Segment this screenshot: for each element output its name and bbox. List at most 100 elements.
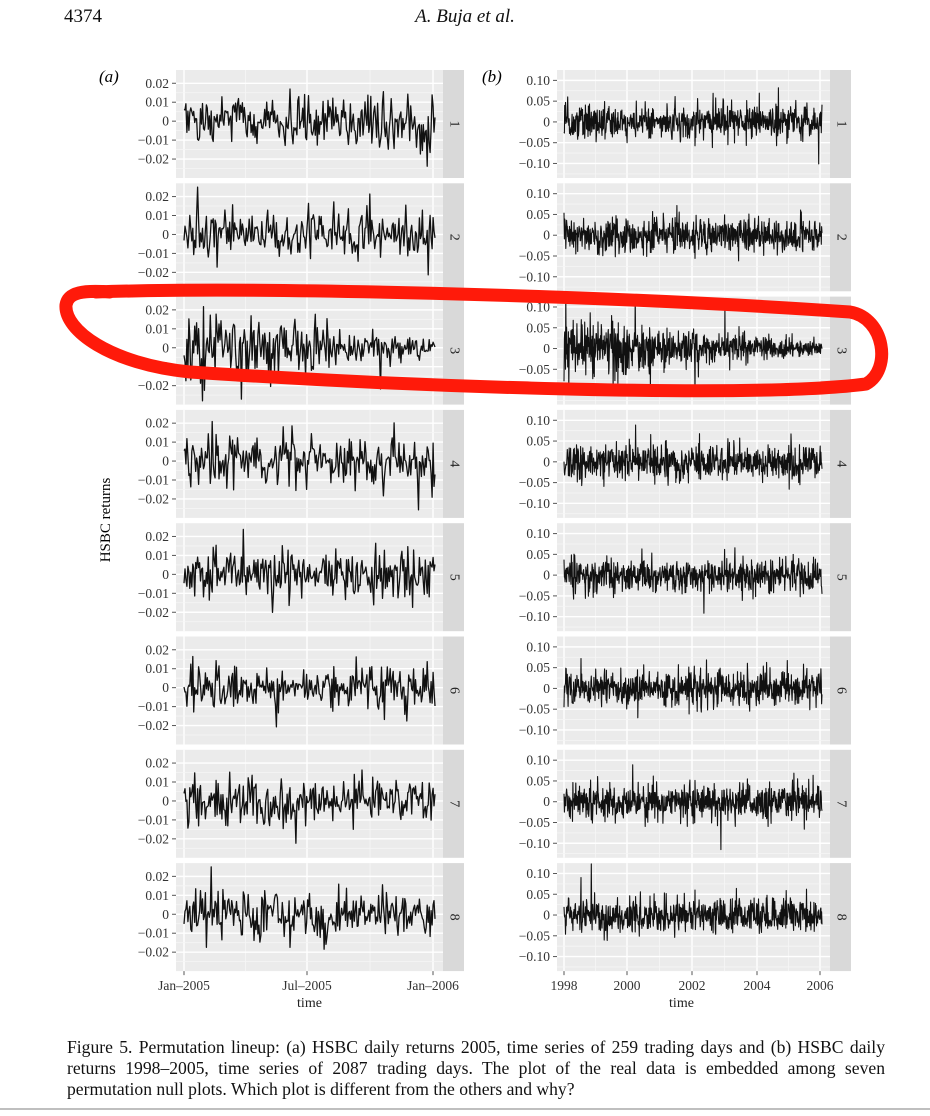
y-tick-label: −0.02 xyxy=(138,491,169,506)
figure: (a) 0.02 0.01 0 −0.01 −0.02 1 0.02 0.01 0 −0.01 −0.… xyxy=(59,67,889,1011)
facet-strip-label: 2 xyxy=(446,234,461,241)
y-tick-label: 0.10 xyxy=(526,866,550,881)
y-tick-label: −0.02 xyxy=(138,152,169,167)
facet-strip xyxy=(830,296,851,405)
y-tick-label: 0.10 xyxy=(526,299,550,314)
series-line xyxy=(563,424,823,490)
y-tick-label: 0 xyxy=(162,454,169,469)
y-tick-label: −0.02 xyxy=(138,718,169,733)
y-tick-label: −0.05 xyxy=(519,588,550,603)
y-tick-label: 0 xyxy=(162,793,169,808)
series-line xyxy=(563,658,823,719)
facet-b-4: 0.10 0.05 0 −0.05 −0.10 4 xyxy=(519,409,851,518)
facet-strip xyxy=(443,523,464,632)
y-tick-label: −0.02 xyxy=(138,605,169,620)
facet-strip xyxy=(830,523,851,632)
y-tick-label: 0.02 xyxy=(145,302,169,317)
y-tick-label: 0 xyxy=(543,341,550,356)
y-tick-label: 0.05 xyxy=(526,660,550,675)
y-tick-label: 0 xyxy=(543,454,550,469)
facet-strip xyxy=(830,409,851,518)
facet-strip-label: 7 xyxy=(833,800,848,807)
page-number: 4374 xyxy=(64,6,102,27)
facet-strip xyxy=(443,863,464,972)
y-tick-label: −0.05 xyxy=(519,815,550,830)
facet-strip-label: 5 xyxy=(446,574,461,581)
facet-strip-label: 4 xyxy=(833,460,848,467)
y-tick-label: −0.10 xyxy=(519,496,550,511)
facet-b-2: 0.10 0.05 0 −0.05 −0.10 2 xyxy=(519,183,851,292)
x-axis-a: Jan–2005 Jul–2005 Jan–2006 time xyxy=(158,971,459,1011)
facet-strip-label: 2 xyxy=(833,234,848,241)
y-tick-label: −0.02 xyxy=(138,831,169,846)
facet-strip-label: 5 xyxy=(833,574,848,581)
y-tick-label: 0.05 xyxy=(526,887,550,902)
y-tick-label: −0.01 xyxy=(138,926,169,941)
y-tick-label: −0.05 xyxy=(519,248,550,263)
facet-b-7: 0.10 0.05 0 −0.05 −0.10 7 xyxy=(519,749,851,858)
x-tick-label: 1998 xyxy=(551,978,578,993)
y-tick-label: 0.01 xyxy=(145,435,169,450)
x-axis-b: 1998 2000 2002 2004 2006 time xyxy=(551,971,834,1011)
y-tick-label: −0.01 xyxy=(138,473,169,488)
y-tick-label: −0.01 xyxy=(138,246,169,261)
series-line xyxy=(563,863,823,942)
facet-a-2: 0.02 0.01 0 −0.01 −0.02 2 xyxy=(138,183,464,292)
y-tick-label: −0.01 xyxy=(138,586,169,601)
series-line xyxy=(183,655,436,728)
panel-label-a: (a) xyxy=(99,67,119,86)
y-tick-label: −0.02 xyxy=(138,265,169,280)
y-tick-label: −0.10 xyxy=(519,949,550,964)
facet-strip xyxy=(830,863,851,972)
y-tick-label: −0.05 xyxy=(519,928,550,943)
facet-strip-label: 4 xyxy=(446,460,461,467)
y-tick-label: 0 xyxy=(162,680,169,695)
figure-caption: Figure 5. Permutation lineup: (a) HSBC d… xyxy=(67,1037,885,1099)
y-tick-label: 0.01 xyxy=(145,888,169,903)
y-tick-label: −0.10 xyxy=(519,722,550,737)
facet-strip xyxy=(830,183,851,292)
y-tick-label: −0.10 xyxy=(519,156,550,171)
y-tick-label: −0.02 xyxy=(138,378,169,393)
series-line xyxy=(563,87,823,165)
facet-a-6: 0.02 0.01 0 −0.01 −0.02 6 xyxy=(138,636,464,745)
y-tick-label: 0.02 xyxy=(145,642,169,657)
facet-a-4: 0.02 0.01 0 −0.01 −0.02 4 xyxy=(138,409,464,518)
series-line xyxy=(563,296,823,392)
y-tick-label: 0 xyxy=(162,340,169,355)
facet-strip-label: 8 xyxy=(833,914,848,921)
bottom-rule xyxy=(0,1108,930,1110)
series-line xyxy=(183,420,436,511)
facet-strip-label: 1 xyxy=(833,121,848,128)
y-axis-label: HSBC returns xyxy=(98,478,114,563)
series-line xyxy=(563,764,823,851)
x-axis-title: time xyxy=(297,996,322,1011)
x-tick-label: Jan–2006 xyxy=(407,978,459,993)
y-tick-label: 0 xyxy=(543,908,550,923)
y-tick-label: 0.01 xyxy=(145,95,169,110)
y-tick-label: 0 xyxy=(162,907,169,922)
x-tick-label: 2004 xyxy=(744,978,771,993)
y-tick-label: 0.10 xyxy=(526,753,550,768)
y-tick-label: −0.10 xyxy=(519,269,550,284)
x-tick-label: 2000 xyxy=(614,978,641,993)
y-tick-label: 0 xyxy=(543,114,550,129)
y-tick-label: 0 xyxy=(543,568,550,583)
facet-b-5: 0.10 0.05 0 −0.05 −0.10 5 xyxy=(519,523,851,632)
y-tick-label: 0.05 xyxy=(526,94,550,109)
y-tick-label: 0.01 xyxy=(145,548,169,563)
y-tick-label: −0.05 xyxy=(519,475,550,490)
running-head: A. Buja et al. xyxy=(415,6,515,27)
facet-strip xyxy=(443,183,464,292)
panel-label-b: (b) xyxy=(482,67,502,86)
facet-a-5: 0.02 0.01 0 −0.01 −0.02 5 xyxy=(138,523,464,632)
y-tick-label: 0.10 xyxy=(526,639,550,654)
y-tick-label: 0.10 xyxy=(526,73,550,88)
y-tick-label: 0.02 xyxy=(145,76,169,91)
facet-b-8: 0.10 0.05 0 −0.05 −0.10 8 xyxy=(519,863,851,972)
facet-b-3: 0.100.050−0.05−0.103 xyxy=(519,296,851,405)
y-tick-label: 0.02 xyxy=(145,189,169,204)
facet-strip xyxy=(443,409,464,518)
y-tick-label: 0 xyxy=(543,228,550,243)
series-line xyxy=(563,547,823,614)
